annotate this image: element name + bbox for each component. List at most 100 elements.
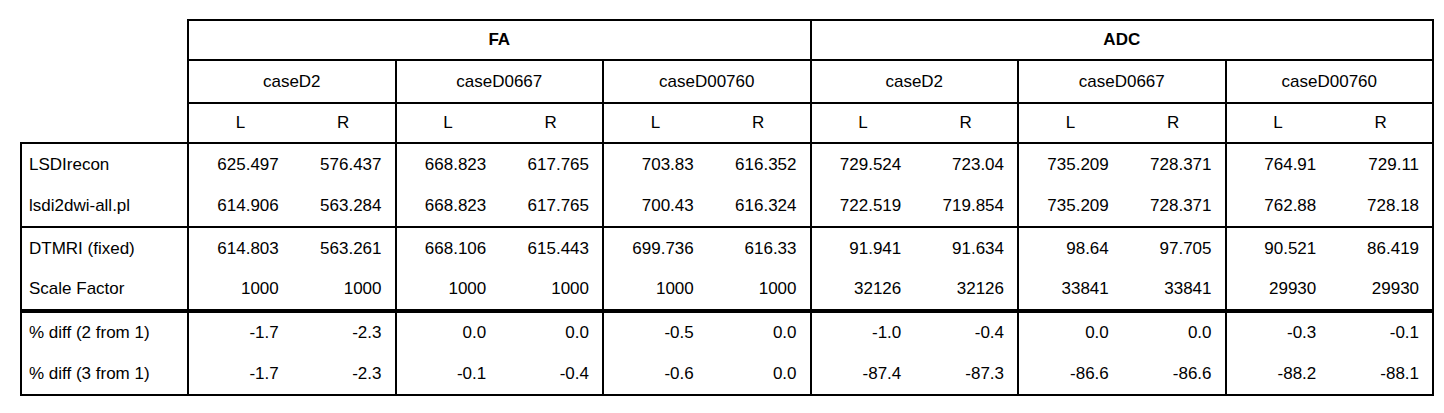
cell-value: 1000 [292, 269, 396, 311]
comparison-table: FA ADC caseD2 caseD0667 caseD00760 caseD… [20, 19, 1434, 396]
cell-value: -0.4 [914, 311, 1018, 353]
table-row-diff-3-from-1: % diff (3 from 1) -1.7 -2.3 -0.1 -0.4 -0… [21, 353, 1433, 395]
side-header-l: L [1018, 103, 1122, 143]
cell-value: -87.4 [811, 353, 915, 395]
corner-spacer [21, 103, 188, 143]
cell-value: 762.88 [1226, 185, 1330, 227]
table-row-lsdirecon: LSDIrecon 625.497 576.437 668.823 617.76… [21, 143, 1433, 185]
cell-value: 700.43 [603, 185, 707, 227]
cell-value: 735.209 [1018, 143, 1122, 185]
side-header-l: L [811, 103, 915, 143]
cell-value: -1.7 [188, 311, 292, 353]
cell-value: 668.106 [396, 227, 500, 269]
cell-value: 563.284 [292, 185, 396, 227]
cell-value: 668.823 [396, 185, 500, 227]
cell-value: 97.705 [1122, 227, 1226, 269]
cell-value: 616.352 [707, 143, 811, 185]
cell-value: 33841 [1018, 269, 1122, 311]
table-row-lsdi2dwi: lsdi2dwi-all.pl 614.906 563.284 668.823 … [21, 185, 1433, 227]
case-header-fa-cased2: caseD2 [188, 60, 396, 103]
cell-value: 0.0 [1018, 311, 1122, 353]
cell-value: 0.0 [396, 311, 500, 353]
cell-value: 616.33 [707, 227, 811, 269]
cell-value: 668.823 [396, 143, 500, 185]
side-header-r: R [914, 103, 1018, 143]
cell-value: 728.18 [1329, 185, 1433, 227]
metric-header-adc: ADC [811, 20, 1434, 60]
cell-value: 1000 [499, 269, 603, 311]
side-header-r: R [499, 103, 603, 143]
cell-value: 615.443 [499, 227, 603, 269]
cell-value: -2.3 [292, 353, 396, 395]
cell-value: 728.371 [1122, 143, 1226, 185]
cell-value: 735.209 [1018, 185, 1122, 227]
cell-value: 91.634 [914, 227, 1018, 269]
cell-value: 723.04 [914, 143, 1018, 185]
table-row-dtmri: DTMRI (fixed) 614.803 563.261 668.106 61… [21, 227, 1433, 269]
cell-value: -0.1 [396, 353, 500, 395]
case-header-row: caseD2 caseD0667 caseD00760 caseD2 caseD… [21, 60, 1433, 103]
cell-value: -1.7 [188, 353, 292, 395]
cell-value: 719.854 [914, 185, 1018, 227]
cell-value: 91.941 [811, 227, 915, 269]
cell-value: -0.6 [603, 353, 707, 395]
cell-value: 0.0 [499, 311, 603, 353]
cell-value: 729.11 [1329, 143, 1433, 185]
cell-value: 563.261 [292, 227, 396, 269]
cell-value: 32126 [914, 269, 1018, 311]
table-row-diff-2-from-1: % diff (2 from 1) -1.7 -2.3 0.0 0.0 -0.5… [21, 311, 1433, 353]
side-header-l: L [1226, 103, 1330, 143]
case-header-fa-cased00760: caseD00760 [603, 60, 811, 103]
cell-value: 764.91 [1226, 143, 1330, 185]
cell-value: 33841 [1122, 269, 1226, 311]
case-header-fa-cased0667: caseD0667 [396, 60, 604, 103]
cell-value: 699.736 [603, 227, 707, 269]
cell-value: 616.324 [707, 185, 811, 227]
cell-value: 1000 [603, 269, 707, 311]
side-header-row: L R L R L R L R L R L R [21, 103, 1433, 143]
cell-value: -87.3 [914, 353, 1018, 395]
row-label: LSDIrecon [21, 143, 188, 185]
cell-value: 1000 [396, 269, 500, 311]
side-header-r: R [1329, 103, 1433, 143]
cell-value: 0.0 [1122, 311, 1226, 353]
row-label: lsdi2dwi-all.pl [21, 185, 188, 227]
metric-header-fa: FA [188, 20, 811, 60]
cell-value: -0.3 [1226, 311, 1330, 353]
case-header-adc-cased00760: caseD00760 [1226, 60, 1434, 103]
row-label: Scale Factor [21, 269, 188, 311]
metric-header-row: FA ADC [21, 20, 1433, 60]
cell-value: -88.1 [1329, 353, 1433, 395]
cell-value: 729.524 [811, 143, 915, 185]
cell-value: 32126 [811, 269, 915, 311]
cell-value: 98.64 [1018, 227, 1122, 269]
cell-value: 617.765 [499, 185, 603, 227]
side-header-l: L [396, 103, 500, 143]
cell-value: 576.437 [292, 143, 396, 185]
side-header-r: R [1122, 103, 1226, 143]
corner-spacer [21, 60, 188, 103]
cell-value: 86.419 [1329, 227, 1433, 269]
cell-value: 1000 [707, 269, 811, 311]
cell-value: 614.803 [188, 227, 292, 269]
cell-value: 0.0 [707, 353, 811, 395]
side-header-r: R [292, 103, 396, 143]
side-header-r: R [707, 103, 811, 143]
cell-value: 90.521 [1226, 227, 1330, 269]
row-label: DTMRI (fixed) [21, 227, 188, 269]
cell-value: -0.5 [603, 311, 707, 353]
cell-value: 625.497 [188, 143, 292, 185]
cell-value: 614.906 [188, 185, 292, 227]
cell-value: -0.4 [499, 353, 603, 395]
cell-value: 0.0 [707, 311, 811, 353]
cell-value: 617.765 [499, 143, 603, 185]
case-header-adc-cased2: caseD2 [811, 60, 1019, 103]
cell-value: -0.1 [1329, 311, 1433, 353]
row-label: % diff (2 from 1) [21, 311, 188, 353]
table-row-scale-factor: Scale Factor 1000 1000 1000 1000 1000 10… [21, 269, 1433, 311]
cell-value: 703.83 [603, 143, 707, 185]
cell-value: -86.6 [1122, 353, 1226, 395]
cell-value: 29930 [1329, 269, 1433, 311]
cell-value: 1000 [188, 269, 292, 311]
corner-spacer [21, 20, 188, 60]
